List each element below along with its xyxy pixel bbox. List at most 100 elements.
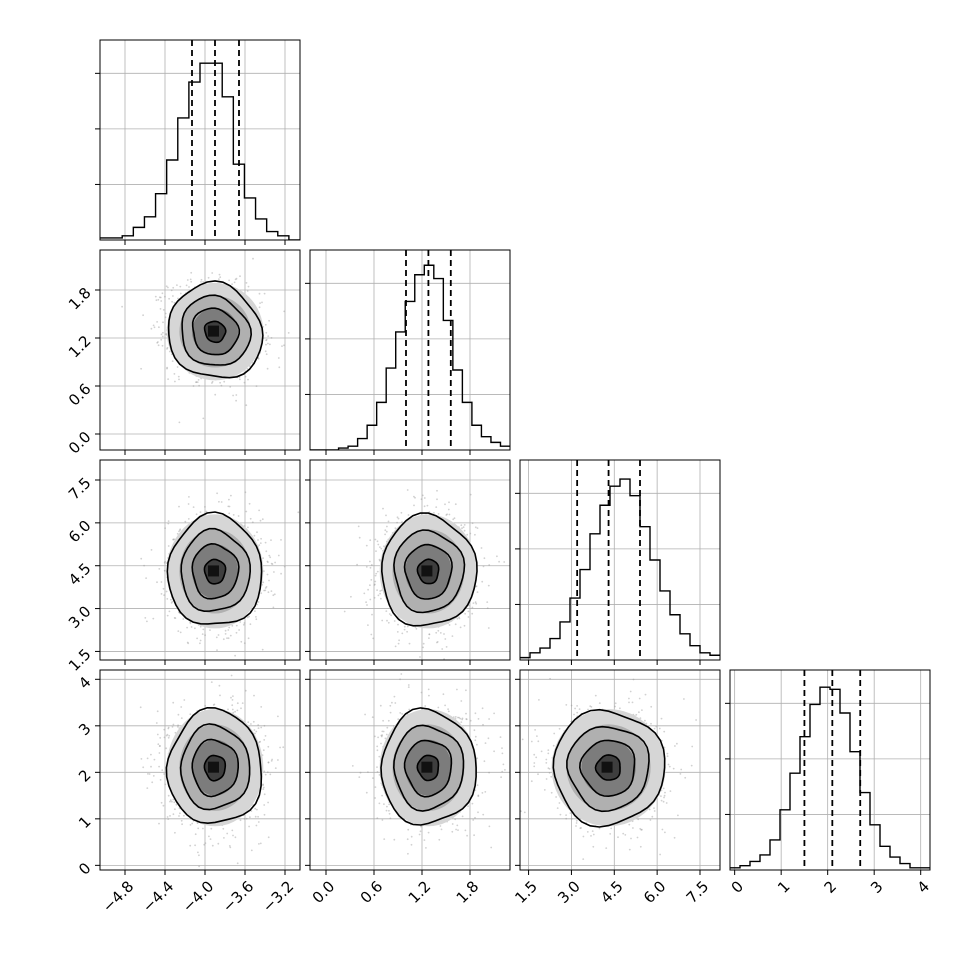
scatter-point	[370, 633, 373, 636]
scatter-point	[475, 602, 478, 605]
scatter-point	[266, 367, 269, 370]
scatter-point	[262, 749, 265, 752]
scatter-point	[228, 279, 231, 282]
contour-0	[167, 280, 264, 379]
scatter-point	[436, 489, 438, 492]
scatter-point	[255, 824, 258, 827]
scatter-point	[152, 617, 155, 620]
scatter-point	[255, 385, 258, 387]
scatter-point	[234, 654, 237, 657]
scatter-point	[471, 606, 474, 609]
scatter-point	[260, 592, 263, 595]
y-tick-label-2-1: 3.0	[65, 602, 95, 632]
scatter-point	[415, 627, 418, 630]
scatter-point	[482, 565, 485, 568]
scatter-point	[218, 273, 221, 276]
scatter-point	[220, 384, 223, 387]
scatter-point	[228, 512, 231, 515]
scatter-point	[466, 663, 468, 665]
scatter-point	[185, 284, 188, 287]
scatter-point	[396, 516, 399, 519]
scatter-point	[267, 335, 270, 337]
scatter-point	[162, 587, 165, 590]
scatter-point	[166, 598, 169, 600]
scatter-point	[164, 527, 167, 530]
scatter-point	[229, 386, 232, 388]
scatter-point	[158, 326, 160, 329]
scatter-point	[235, 394, 238, 396]
scatter-point	[456, 617, 459, 620]
scatter-point	[403, 628, 406, 631]
scatter-point	[216, 492, 219, 495]
scatter-point	[258, 843, 260, 845]
scatter-point	[243, 381, 246, 384]
scatter-point	[423, 497, 426, 499]
scatter-point	[160, 333, 163, 336]
density-peak	[208, 325, 219, 337]
scatter-point	[167, 818, 170, 820]
scatter-point	[243, 817, 246, 820]
scatter-point	[463, 524, 466, 526]
scatter-point	[160, 581, 163, 583]
scatter-point	[177, 297, 179, 300]
scatter-point	[163, 569, 166, 572]
scatter-point	[397, 642, 400, 645]
scatter-point	[381, 619, 384, 622]
scatter-point	[244, 375, 247, 378]
scatter-point	[384, 533, 386, 536]
scatter-point	[419, 656, 421, 658]
scatter-point	[246, 290, 249, 292]
scatter-point	[386, 619, 388, 622]
scatter-point	[177, 713, 180, 716]
scatter-point	[401, 632, 404, 635]
scatter-point	[224, 633, 227, 635]
scatter-point	[209, 629, 211, 631]
scatter-point	[498, 560, 500, 563]
scatter-point	[257, 357, 260, 360]
scatter-point	[384, 529, 387, 532]
scatter-point	[232, 514, 235, 516]
scatter-point	[370, 564, 373, 566]
scatter-point	[258, 306, 261, 309]
scatter-point	[154, 295, 157, 298]
scatter-point	[229, 634, 232, 637]
scatter-point	[277, 554, 280, 557]
scatter-point	[487, 627, 490, 629]
scatter-point	[263, 570, 265, 572]
scatter-point	[436, 641, 439, 643]
scatter-point	[267, 591, 270, 594]
scatter-point	[150, 327, 153, 330]
scatter-point	[214, 393, 217, 396]
scatter-point	[152, 324, 155, 327]
scatter-point	[217, 842, 220, 845]
scatter-point	[265, 331, 268, 334]
scatter-point	[414, 626, 417, 628]
scatter-point	[435, 506, 438, 508]
scatter-point	[199, 642, 201, 645]
scatter-point	[437, 629, 440, 632]
scatter-point	[259, 842, 262, 845]
scatter-point	[176, 284, 178, 286]
scatter-point	[458, 616, 460, 619]
scatter-point	[433, 512, 435, 514]
scatter-point	[174, 831, 176, 834]
scatter-point	[152, 775, 155, 777]
panel-frame	[99, 459, 301, 661]
scatter-point	[163, 736, 166, 739]
scatter-panel-0-2: 1.53.04.56.07.5	[65, 459, 301, 675]
scatter-point	[211, 844, 214, 847]
scatter-point	[488, 564, 491, 566]
scatter-point	[375, 572, 378, 575]
scatter-point	[235, 277, 238, 280]
scatter-point	[267, 761, 270, 764]
scatter-point	[270, 760, 273, 762]
contour-1	[393, 529, 466, 614]
scatter-point	[190, 626, 193, 628]
scatter-point	[171, 800, 173, 803]
scatter-point	[198, 384, 201, 387]
scatter-point	[238, 629, 241, 631]
scatter-point	[343, 610, 346, 613]
scatter-point	[160, 300, 163, 302]
scatter-point	[262, 786, 265, 789]
